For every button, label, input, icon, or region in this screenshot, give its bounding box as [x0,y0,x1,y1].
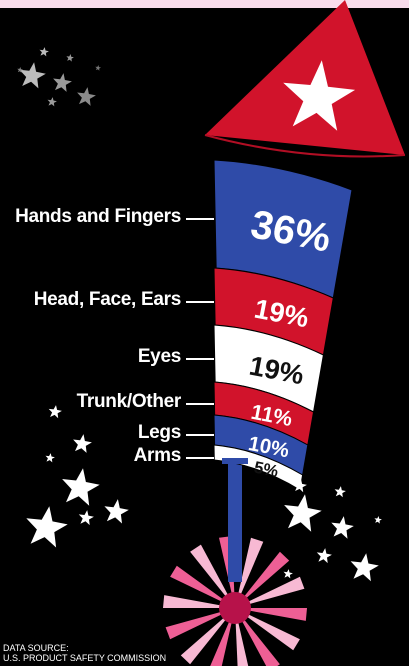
burst-ray [235,576,305,608]
label-connector [186,456,214,459]
star-decoration [293,479,307,493]
label-connector [186,218,214,220]
burst-ray [235,608,280,666]
star-decoration [48,405,62,419]
star-decoration [39,47,49,57]
rocket-stick [228,462,242,582]
star-decoration [331,516,354,539]
rocket-segments: 36%19%19%11%10%5% [213,159,353,491]
label-connector [186,357,214,360]
star-decoration [334,486,346,498]
star-decoration [78,510,94,526]
star-decoration [374,516,382,524]
rocket-nose [204,0,406,158]
label-connector [186,300,214,303]
category-label: Trunk/Other [76,390,182,412]
star-decoration [104,499,129,524]
title-strip [0,0,409,8]
star-decoration [350,553,379,582]
burst-ray [235,551,290,608]
burst-ray [170,565,235,608]
burst-ray [190,544,235,608]
category-label: Legs [137,422,181,443]
firework-burst [163,536,307,666]
star-decoration [17,67,23,73]
category-label: Eyes [137,345,181,367]
star-decoration [284,494,322,532]
data-source-note: DATA SOURCE: U.S. PRODUCT SAFETY COMMISS… [3,643,166,663]
star-decoration [283,569,293,579]
star-decoration [19,62,46,89]
source-line-2: U.S. PRODUCT SAFETY COMMISSION [3,653,167,663]
burst-ray [163,595,235,608]
burst-ray [165,608,235,640]
burst-ray [235,608,300,651]
star-decoration [316,548,332,564]
star-decoration [47,97,57,107]
star-decoration [26,506,68,548]
source-line-1: DATA SOURCE: [3,643,69,653]
value-label: 5% [253,458,281,481]
star-decoration [53,73,72,92]
label-connector [186,402,214,405]
nose-star [283,60,356,131]
star-decoration [66,54,74,62]
star-decoration [73,434,92,453]
star-decoration [77,87,96,106]
decorative-stars [17,47,382,582]
star-decoration [95,65,101,71]
rocket-cap [222,458,248,464]
burst-ray [235,608,307,621]
category-label: Hands and Fingers [15,206,181,227]
label-connector [186,434,214,436]
category-label: Arms [133,444,182,466]
burst-core [219,592,251,624]
star-decoration [62,468,100,506]
burst-ray [235,537,264,608]
star-decoration [45,453,55,463]
category-label: Head, Face, Ears [33,288,182,310]
burst-ray [180,608,235,665]
